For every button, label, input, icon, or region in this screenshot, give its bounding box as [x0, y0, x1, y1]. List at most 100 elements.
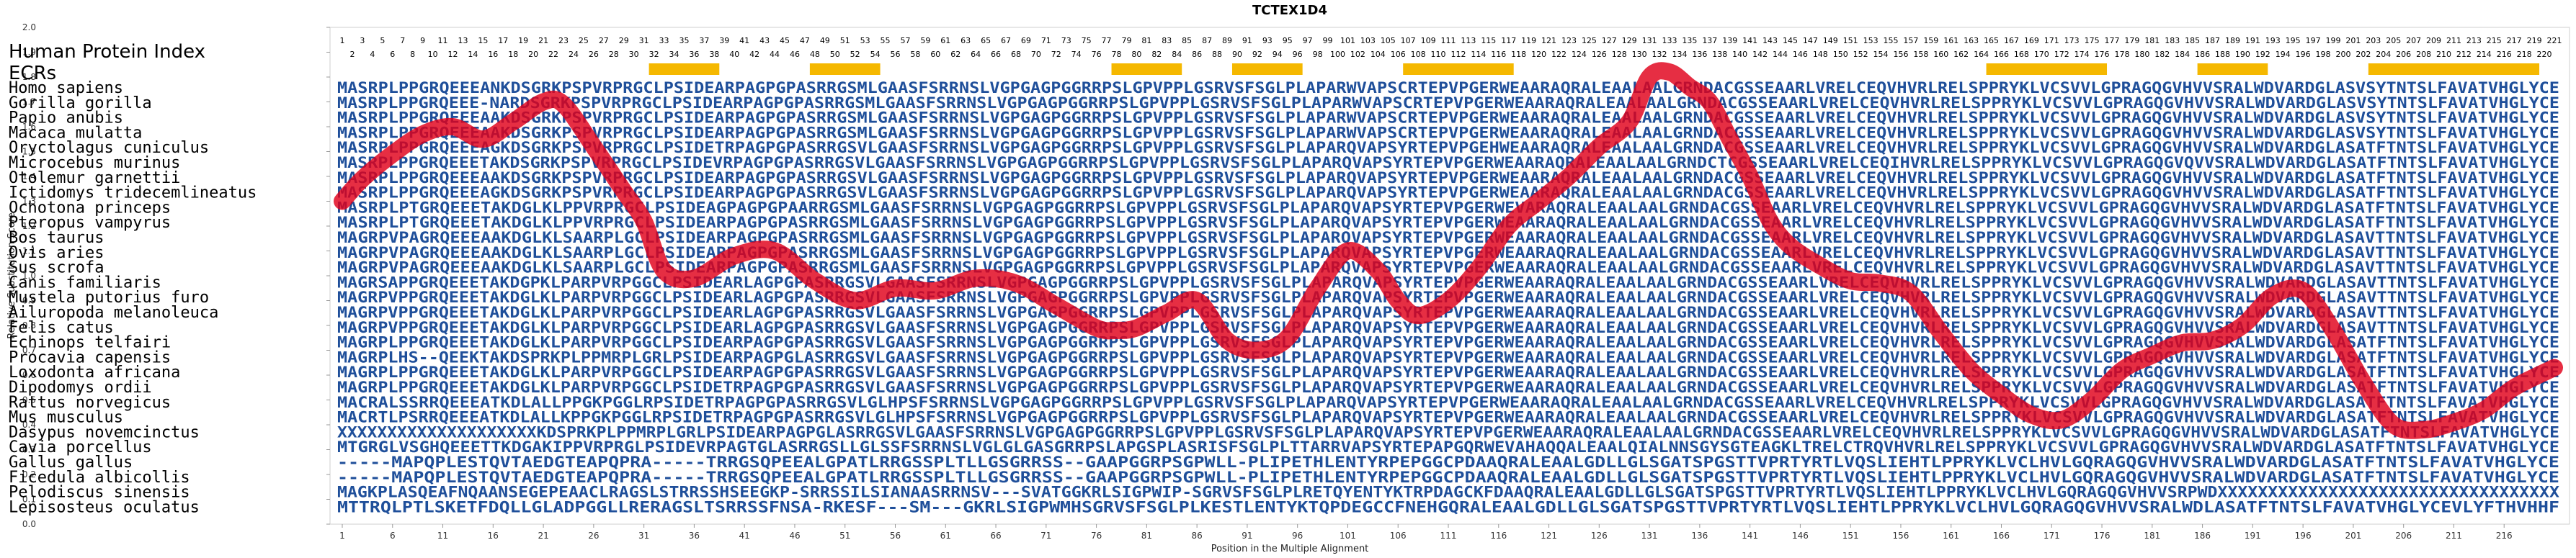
position-number: 44: [770, 50, 780, 59]
sequence-row: MASRPLPPGRQEEEANKDSGRKPSPVRPRGCLPSIDEARP…: [337, 79, 2559, 96]
position-number: 148: [1813, 50, 1828, 59]
position-number: 50: [830, 50, 840, 59]
position-number: 57: [900, 36, 910, 45]
position-number: 52: [850, 50, 860, 59]
sequence-row: MASRPLPPGRQEEEAAKDSGRKPSPVRPRGCLPSIDEARP…: [337, 109, 2559, 127]
x-tick-label: 141: [1742, 531, 1758, 541]
species-label: Pteropus vampyrus: [9, 214, 171, 232]
y-tick-label: 0.2: [22, 469, 36, 480]
position-number: 36: [689, 50, 699, 59]
position-number: 192: [2255, 50, 2270, 59]
x-tick-label: 191: [2245, 531, 2261, 541]
position-number: 206: [2396, 50, 2411, 59]
x-tick-label: 116: [1490, 531, 1507, 541]
x-tick-label: 96: [1292, 531, 1303, 541]
species-label: Mustela putorius furo: [9, 289, 209, 307]
position-number: 4: [370, 50, 375, 59]
species-label: Rattus norvegicus: [9, 394, 171, 412]
position-number: 203: [2366, 36, 2381, 45]
y-tick-label: 1.3: [22, 197, 36, 207]
position-number: 47: [800, 36, 810, 45]
y-tick-label: 1.6: [22, 122, 36, 132]
position-number: 142: [1752, 50, 1768, 59]
position-number: 35: [679, 36, 689, 45]
x-tick-label: 161: [1943, 531, 1959, 541]
position-number: 29: [619, 36, 629, 45]
position-number: 39: [719, 36, 729, 45]
species-label: Otolemur garnettii: [9, 169, 180, 187]
position-number: 26: [589, 50, 599, 59]
position-number: 31: [639, 36, 649, 45]
x-tick-label: 136: [1691, 531, 1708, 541]
x-tick-label: 81: [1141, 531, 1152, 541]
position-number: 162: [1953, 50, 1969, 59]
position-number: 79: [1121, 36, 1131, 45]
position-number: 113: [1461, 36, 1476, 45]
position-number: 153: [1863, 36, 1878, 45]
x-tick-label: 206: [2395, 531, 2412, 541]
position-number: 88: [1212, 50, 1222, 59]
position-number: 165: [1984, 36, 1999, 45]
position-number: 210: [2436, 50, 2451, 59]
position-number: 161: [1943, 36, 1958, 45]
position-number: 159: [1923, 36, 1938, 45]
position-number: 211: [2446, 36, 2461, 45]
position-number: 214: [2477, 50, 2492, 59]
x-tick-label: 216: [2496, 531, 2513, 541]
position-number: 94: [1273, 50, 1283, 59]
y-tick-label: 1.1: [22, 246, 36, 256]
position-number: 139: [1722, 36, 1737, 45]
sequence-row: MTTRQLPTLSKETFDQLLGLADPGGLLRERAGSLTSRRSS…: [337, 498, 2559, 516]
position-number: 143: [1762, 36, 1778, 45]
position-number: 181: [2144, 36, 2160, 45]
position-number: 69: [1021, 36, 1031, 45]
ecr-bar: [809, 63, 881, 75]
sequence-row: XXXXXXXXXXXXXXXXXXXXKDSPRKPLPPMRPLGRLPSI…: [337, 423, 2559, 441]
position-number: 111: [1441, 36, 1456, 45]
ecr-label: ECRs: [9, 63, 56, 84]
species-label: Procavia capensis: [9, 348, 171, 366]
position-number: 73: [1061, 36, 1071, 45]
position-number: 53: [860, 36, 870, 45]
y-tick-label: 1.5: [22, 147, 36, 157]
species-label: Gallus gallus: [9, 454, 133, 472]
position-number: 27: [599, 36, 609, 45]
position-number: 60: [930, 50, 940, 59]
x-tick-label: 181: [2144, 531, 2160, 541]
sequence-row: MAGRPLPPGRQEEETAKDGLKLPARPVRPGGCLPSIDETR…: [337, 379, 2559, 396]
position-number: 43: [759, 36, 770, 45]
position-number: 85: [1182, 36, 1192, 45]
position-number: 129: [1622, 36, 1637, 45]
position-number: 149: [1823, 36, 1838, 45]
x-tick-label: 71: [1040, 531, 1051, 541]
top-even-position-numbers: 2 4 6 8 10 12 14 16 18 20 22 24 26 28 30 32 34 36 38 40 42 44…: [349, 50, 2552, 59]
sequence-row: -----MAPQPLESTQVTAEDGTEAPQPRA-----TRRGSQ…: [337, 469, 2559, 486]
position-number: 32: [649, 50, 659, 59]
species-label: Macaca mulatta: [9, 124, 142, 142]
ecr-bar: [1111, 63, 1182, 75]
y-tick-label: 1.2: [22, 221, 36, 231]
x-tick-label: 171: [2044, 531, 2060, 541]
y-axis: 0.0 0.1 0.2 0.3 0.4 0.5 0.6 0.7 0.8 0.9 1.0 1.1 1.2 1…: [22, 22, 330, 529]
position-number: 90: [1232, 50, 1242, 59]
position-number: 103: [1360, 36, 1376, 45]
position-number: 172: [2054, 50, 2069, 59]
position-number: 48: [810, 50, 820, 59]
x-tick-label: 146: [1792, 531, 1809, 541]
position-number: 212: [2456, 50, 2472, 59]
position-number: 207: [2406, 36, 2421, 45]
sequence-row: MAGRPVPAGRQEEEAAKDGLKLSAARPLGCLPSIDEARPA…: [337, 229, 2559, 246]
x-tick-label: 26: [588, 531, 599, 541]
position-number: 17: [498, 36, 508, 45]
species-label: Dipodomys ordii: [9, 379, 152, 397]
position-number: 193: [2265, 36, 2281, 45]
position-number: 40: [729, 50, 739, 59]
sequence-row: MAGRPLPPGRQEEETAKDGLKLPARPVRPGGCLPSIDEAR…: [337, 364, 2559, 381]
y-tick-label: 2.0: [22, 22, 36, 32]
species-label: Gorilla gorilla: [9, 94, 152, 112]
position-number: 216: [2497, 50, 2512, 59]
position-number: 78: [1112, 50, 1122, 59]
position-number: 152: [1853, 50, 1868, 59]
x-tick-label: 201: [2345, 531, 2361, 541]
